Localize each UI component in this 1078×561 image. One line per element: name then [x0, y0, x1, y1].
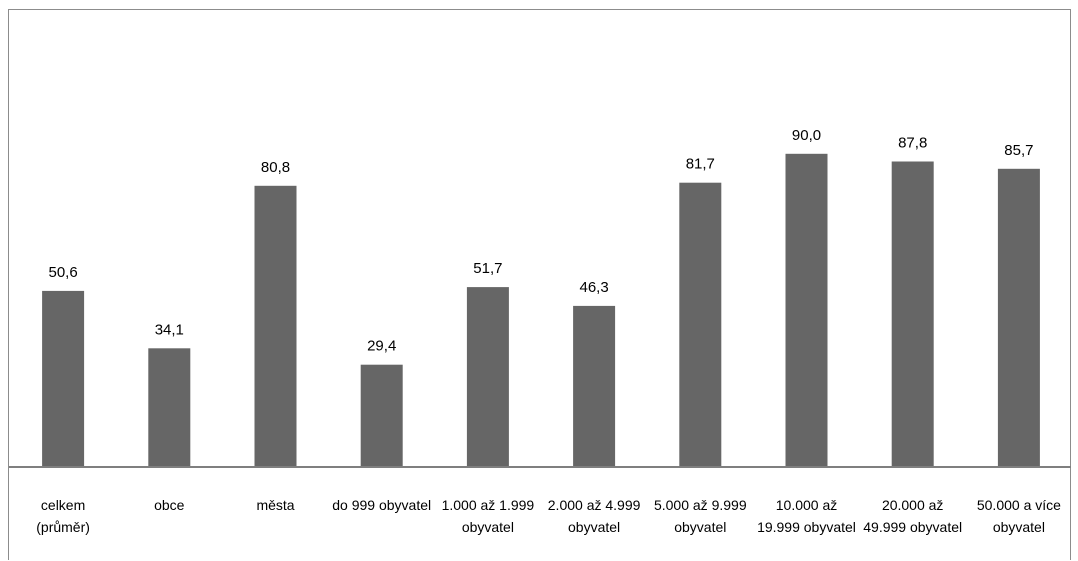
bar [997, 168, 1040, 468]
bar-value-label: 50,6 [48, 264, 77, 281]
chart-frame [8, 9, 1071, 560]
category-label: 49.999 obyvatel [863, 519, 962, 535]
bar-value-label: 85,7 [1004, 142, 1033, 159]
category-label: 50.000 a více [977, 497, 1061, 513]
category-label: 2.000 až 4.999 [548, 497, 641, 513]
category-label: obce [154, 497, 185, 513]
category-label: 19.999 obyvatel [757, 519, 856, 535]
bar [573, 305, 616, 467]
category-label: města [256, 497, 294, 513]
value-labels-layer: 50,6 34,1 80,8 29,4 51,7 46,3 81,7 90,0 87,8 85,7 [48, 127, 1033, 355]
bar-value-label: 29,4 [367, 338, 396, 355]
category-label: 5.000 až 9.999 [654, 497, 747, 513]
category-label: do 999 obyvatel [332, 497, 431, 513]
bar [254, 185, 297, 468]
category-label: 10.000 až [776, 497, 838, 513]
bar-value-label: 90,0 [792, 127, 821, 144]
bar-value-label: 51,7 [473, 260, 502, 277]
bar-value-label: 87,8 [898, 135, 927, 152]
bar-value-label: 46,3 [579, 279, 608, 296]
category-label: obyvatel [993, 519, 1045, 535]
category-labels-layer: celkem (průměr) obce města do 999 obyvatel 1.… [36, 497, 1061, 535]
bar-value-label: 34,1 [155, 321, 184, 338]
category-label: 1.000 až 1.999 [442, 497, 535, 513]
bar [360, 364, 403, 467]
category-label: obyvatel [568, 519, 620, 535]
bars-layer [42, 153, 1040, 468]
bar [679, 182, 722, 467]
bar-value-label: 81,7 [686, 156, 715, 173]
bar [891, 161, 934, 467]
category-label: obyvatel [674, 519, 726, 535]
bar-value-label: 80,8 [261, 159, 290, 176]
bar [466, 287, 509, 467]
category-label: (průměr) [36, 519, 90, 535]
category-label: 20.000 až [882, 497, 944, 513]
bar [785, 153, 828, 468]
category-label: celkem [41, 497, 85, 513]
bar [42, 290, 85, 467]
bar [148, 348, 191, 467]
category-label: obyvatel [462, 519, 514, 535]
